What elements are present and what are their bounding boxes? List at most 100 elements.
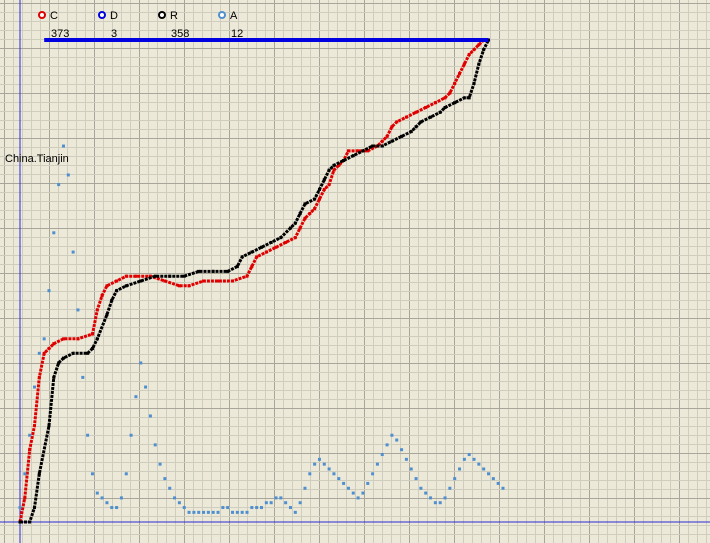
data-point-r: [52, 375, 56, 379]
data-point-a: [42, 337, 46, 341]
data-point-c: [448, 91, 452, 95]
data-point-r: [269, 240, 273, 244]
data-point-c: [424, 105, 428, 109]
data-point-a: [206, 510, 210, 514]
data-point-a: [192, 510, 196, 514]
data-point-r: [414, 125, 418, 129]
data-point-a: [380, 453, 384, 457]
data-point-r: [260, 245, 263, 249]
data-point-r: [47, 424, 51, 428]
data-point-r: [37, 472, 41, 476]
data-point-c: [202, 279, 206, 283]
data-point-r: [182, 274, 186, 278]
data-point-c: [332, 168, 336, 172]
data-point-a: [240, 510, 244, 514]
data-point-c: [177, 284, 181, 288]
data-point-a: [395, 438, 399, 442]
data-point-r: [71, 351, 75, 355]
data-point-a: [95, 491, 99, 495]
data-point-a: [293, 510, 297, 514]
data-point-a: [433, 501, 437, 505]
data-point-r: [293, 221, 297, 225]
data-point-a: [61, 144, 65, 148]
data-point-a: [448, 486, 452, 490]
data-point-r: [390, 139, 394, 143]
series-c: [18, 38, 486, 524]
data-point-a: [264, 501, 268, 505]
data-point-a: [337, 477, 341, 481]
data-point-r: [453, 101, 457, 105]
data-point-c: [47, 346, 51, 350]
data-point-a: [366, 481, 370, 485]
data-point-c: [462, 62, 466, 66]
data-point-r: [57, 361, 61, 365]
series-line-c: [18, 38, 485, 523]
data-point-a: [110, 506, 114, 510]
data-point-a: [390, 433, 394, 437]
legend-marker-r: [158, 11, 166, 19]
data-point-a: [356, 496, 360, 500]
data-point-a: [255, 506, 259, 510]
data-point-r: [105, 313, 109, 317]
data-point-a: [342, 481, 346, 485]
data-point-c: [443, 96, 447, 100]
data-point-r: [279, 236, 283, 240]
data-point-a: [429, 496, 433, 500]
data-point-c: [385, 134, 389, 138]
data-point-r: [462, 96, 466, 100]
data-point-c: [95, 308, 99, 312]
data-point-c: [322, 187, 326, 191]
data-point-c: [433, 101, 437, 105]
data-point-a: [173, 496, 177, 500]
data-point-c: [245, 274, 249, 278]
data-point-r: [168, 274, 172, 278]
data-point-c: [298, 226, 302, 230]
data-point-a: [47, 289, 51, 293]
data-point-a: [90, 472, 94, 476]
data-point-c: [284, 240, 288, 244]
data-point-r: [322, 178, 326, 182]
data-point-r: [18, 520, 22, 524]
data-point-r: [250, 250, 254, 254]
data-point-a: [245, 510, 249, 514]
data-point-r: [438, 110, 442, 114]
legend-count-d: 3: [111, 28, 117, 40]
data-point-r: [443, 105, 447, 109]
data-point-a: [139, 361, 143, 365]
data-point-c: [264, 250, 268, 254]
data-point-a: [419, 486, 423, 490]
data-point-a: [303, 486, 307, 490]
data-point-a: [467, 453, 471, 457]
data-point-c: [124, 274, 128, 278]
data-point-a: [288, 506, 292, 510]
data-point-a: [182, 506, 186, 510]
data-point-a: [346, 486, 350, 490]
data-point-r: [95, 337, 99, 341]
data-point-c: [105, 284, 109, 288]
chart-legend: C 373 D 3 R 358 A 12: [38, 10, 243, 40]
data-point-a: [496, 481, 500, 485]
data-point-c: [76, 337, 80, 341]
data-point-a: [400, 448, 404, 452]
data-point-c: [453, 81, 457, 85]
data-point-c: [90, 332, 94, 336]
data-point-r: [409, 130, 413, 134]
data-point-a: [37, 351, 41, 355]
data-point-a: [371, 472, 375, 476]
data-point-r: [139, 279, 143, 283]
legend-label-a: A: [230, 10, 238, 22]
data-point-r: [351, 154, 355, 158]
data-point-a: [158, 462, 162, 466]
legend-marker-c: [38, 11, 46, 19]
data-point-c: [313, 207, 317, 211]
data-point-r: [482, 48, 486, 52]
data-point-c: [23, 496, 27, 500]
data-point-c: [380, 139, 384, 143]
data-point-a: [216, 510, 220, 514]
series-a: [18, 144, 505, 514]
data-point-r: [226, 269, 230, 273]
data-point-a: [375, 462, 379, 466]
data-point-c: [390, 125, 394, 129]
data-point-r: [211, 269, 215, 273]
